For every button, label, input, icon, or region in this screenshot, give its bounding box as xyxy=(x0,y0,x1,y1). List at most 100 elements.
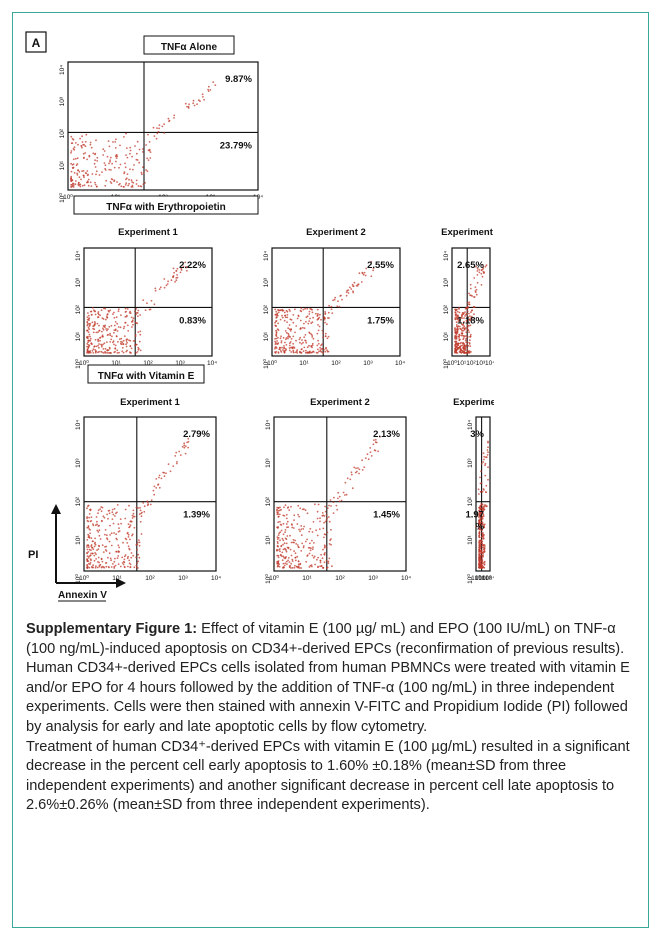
event-dot xyxy=(110,338,113,341)
event-dot xyxy=(314,563,316,566)
event-dot xyxy=(312,556,315,559)
event-dot xyxy=(328,504,330,507)
event-dot xyxy=(142,148,144,150)
event-dot xyxy=(102,328,105,331)
event-dot xyxy=(83,184,86,187)
event-dot xyxy=(133,515,136,518)
event-dot xyxy=(285,517,288,520)
event-dot xyxy=(277,564,279,567)
event-dot xyxy=(481,275,484,278)
event-dot xyxy=(458,337,460,339)
event-dot xyxy=(482,546,485,549)
event-dot xyxy=(80,178,82,181)
event-dot xyxy=(87,551,90,553)
event-dot xyxy=(86,324,89,327)
event-dot xyxy=(374,438,377,441)
event-dot xyxy=(480,510,482,513)
event-dot xyxy=(283,345,285,347)
event-dot xyxy=(284,349,286,352)
event-dot xyxy=(480,272,483,275)
event-dot xyxy=(96,156,99,159)
event-dot xyxy=(163,286,166,289)
event-dot xyxy=(350,288,353,290)
event-dot xyxy=(289,330,292,332)
event-dot xyxy=(322,332,324,335)
event-dot xyxy=(149,151,152,154)
event-dot xyxy=(288,561,291,563)
event-dot xyxy=(137,507,139,509)
event-dot xyxy=(74,183,77,186)
event-dot xyxy=(102,148,105,151)
event-dot xyxy=(276,540,279,543)
event-dot xyxy=(299,309,302,312)
event-dot xyxy=(319,565,321,568)
x-tick-label: 10¹ xyxy=(111,360,121,367)
event-dot xyxy=(279,531,282,534)
event-dot xyxy=(127,565,129,568)
event-dot xyxy=(90,516,93,518)
event-dot xyxy=(70,170,73,173)
event-dot xyxy=(102,515,105,518)
event-dot xyxy=(481,509,484,512)
event-dot xyxy=(183,442,186,445)
event-dot xyxy=(292,342,294,345)
event-dot xyxy=(122,563,125,566)
event-dot xyxy=(94,350,97,353)
event-dot xyxy=(291,558,294,561)
event-dot xyxy=(132,317,135,320)
event-dot xyxy=(277,534,280,536)
event-dot xyxy=(132,168,134,171)
event-dot xyxy=(277,336,279,339)
event-dot xyxy=(102,335,104,338)
event-dot xyxy=(370,275,373,278)
event-dot xyxy=(313,542,315,544)
event-dot xyxy=(146,302,148,305)
event-dot xyxy=(77,143,79,146)
event-dot xyxy=(125,132,127,135)
event-dot xyxy=(122,339,125,342)
event-dot xyxy=(346,289,349,292)
event-dot xyxy=(276,328,279,331)
event-dot xyxy=(89,508,91,511)
event-dot xyxy=(214,84,217,86)
event-dot xyxy=(469,335,472,338)
event-dot xyxy=(108,512,111,515)
y-tick-label: 10¹ xyxy=(443,331,450,341)
event-dot xyxy=(72,158,75,161)
event-dot xyxy=(484,474,487,477)
event-dot xyxy=(455,324,458,326)
event-dot xyxy=(104,164,107,167)
event-dot xyxy=(193,104,196,107)
event-dot xyxy=(115,138,117,141)
event-dot xyxy=(107,556,109,559)
event-dot xyxy=(349,286,351,289)
event-dot xyxy=(296,544,299,546)
event-dot xyxy=(456,315,459,318)
lower-right-percentage: 1.75% xyxy=(367,315,394,326)
event-dot xyxy=(185,266,187,269)
y-tick-label: 10⁴ xyxy=(75,251,82,261)
event-dot xyxy=(114,350,116,353)
event-dot xyxy=(139,330,142,333)
event-dot xyxy=(283,311,286,314)
event-dot xyxy=(325,559,328,562)
event-dot xyxy=(281,551,284,554)
event-dot xyxy=(175,270,178,272)
event-dot xyxy=(361,459,363,462)
event-dot xyxy=(130,556,133,559)
event-dot xyxy=(140,533,143,535)
event-dot xyxy=(289,534,291,537)
row-title: TNFα Alone xyxy=(161,42,218,53)
event-dot xyxy=(90,559,92,562)
event-dot xyxy=(77,182,80,184)
event-dot xyxy=(148,141,151,143)
event-dot xyxy=(82,174,85,177)
event-dot xyxy=(87,178,90,181)
event-dot xyxy=(309,542,311,545)
event-dot xyxy=(284,330,287,332)
event-dot xyxy=(109,156,112,159)
event-dot xyxy=(478,269,481,271)
event-dot xyxy=(279,539,281,542)
event-dot xyxy=(113,343,115,346)
